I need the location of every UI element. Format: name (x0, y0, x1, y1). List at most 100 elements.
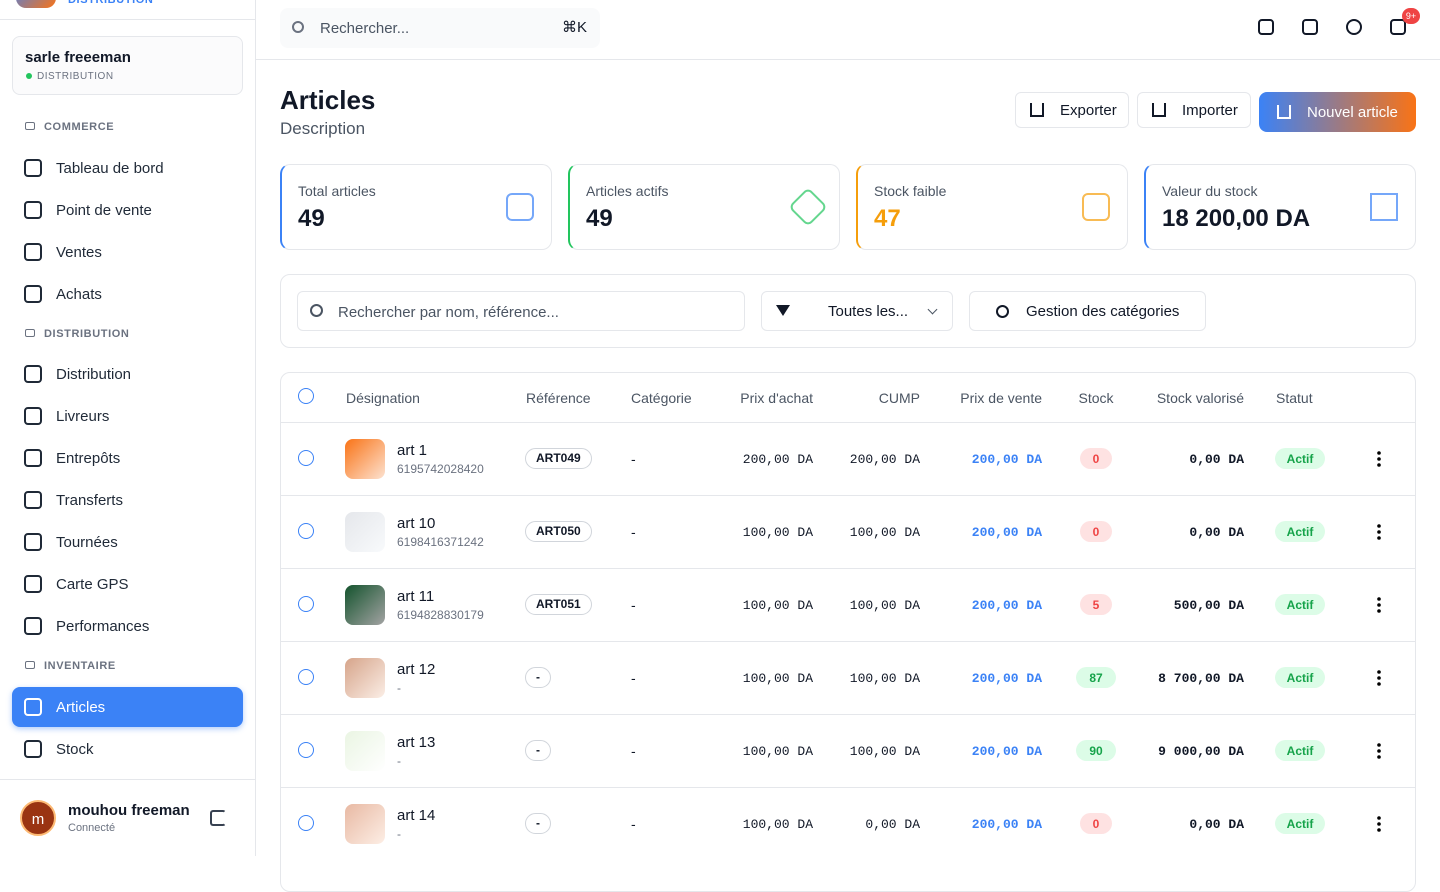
table-row: art 12 - - - 100,00 DA 100,00 DA 200,00 DA 87 8 … (281, 641, 1415, 714)
category-label: Toutes les... (828, 303, 909, 320)
divider (0, 779, 255, 780)
row-menu[interactable] (1377, 597, 1381, 613)
section-icon (25, 329, 35, 337)
page-subtitle: Description (280, 119, 366, 138)
product-thumbnail (345, 439, 385, 479)
stock-badge: 5 (1080, 594, 1112, 615)
column-header: Référence (526, 390, 591, 406)
sale-price: 200,00 DA (971, 525, 1042, 540)
org-card[interactable]: sarle freeeman DISTRIBUTION (12, 36, 243, 95)
topbar-icon[interactable] (1258, 19, 1274, 35)
nav-item[interactable]: Achats (12, 274, 243, 314)
header-button[interactable]: Exporter (1015, 92, 1129, 128)
status-badge: Actif (1275, 521, 1325, 542)
row-checkbox[interactable] (298, 450, 314, 466)
product-thumbnail (345, 804, 385, 844)
search-placeholder: Rechercher... (320, 20, 410, 37)
shortcut: ⌘K (562, 19, 588, 36)
manage-categories-button[interactable]: Gestion des catégories (969, 291, 1206, 331)
price: 0,00 DA (865, 817, 920, 832)
nav-item[interactable]: Stock (12, 729, 243, 769)
row-menu[interactable] (1377, 816, 1381, 832)
menu-dots (1377, 524, 1381, 540)
nav-item[interactable]: Distribution (12, 354, 243, 394)
section-title: INVENTAIRE (44, 660, 116, 672)
column-header: Stock (1078, 390, 1114, 406)
search-bar[interactable]: Rechercher... ⌘K (280, 8, 600, 48)
articles-table: Désignation Référence Catégorie Prix d'acha… (280, 372, 1416, 892)
menu-dots (1377, 743, 1381, 759)
org-name: sarle freeeman (25, 49, 131, 66)
filter-icon (776, 305, 790, 316)
sidebar: DISTRIBUTION sarle freeeman DISTRIBUTION CO… (0, 0, 256, 856)
category: - (631, 451, 636, 467)
sale-price: 200,00 DA (971, 671, 1042, 686)
nav-item[interactable]: Ventes (12, 232, 243, 272)
table-row: art 11 6194828830179 ART051 - 100,00 DA 100,0… (281, 568, 1415, 641)
select-chevron (927, 304, 938, 315)
row-checkbox[interactable] (298, 815, 314, 831)
stat-value: 47 (874, 205, 901, 232)
status-badge: Actif (1275, 594, 1325, 615)
stock-badge: 0 (1080, 521, 1112, 542)
stat-icon (1082, 193, 1110, 221)
price: 200,00 DA (742, 452, 813, 467)
stat-card: Valeur du stock 18 200,00 DA (1144, 164, 1416, 250)
nav-item[interactable]: Point de vente (12, 190, 243, 230)
price: 100,00 DA (849, 671, 920, 686)
stat-icon (1370, 193, 1398, 221)
topbar-icon[interactable] (1390, 19, 1406, 35)
stat-icon (506, 193, 534, 221)
logout-button[interactable] (210, 810, 226, 826)
category: - (631, 524, 636, 540)
stat-value: 18 200,00 DA (1162, 205, 1311, 232)
nav-item[interactable]: Tableau de bord (12, 148, 243, 188)
stat-value: 49 (586, 205, 613, 232)
stat-label: Total articles (298, 183, 376, 199)
header-button[interactable]: Importer (1137, 92, 1251, 128)
stock-value: 8 700,00 DA (1158, 671, 1244, 686)
topbar-icon[interactable] (1302, 19, 1318, 35)
nav-item[interactable]: Carte GPS (12, 564, 243, 604)
header-button[interactable]: Nouvel article (1259, 92, 1416, 132)
section-icon (25, 122, 35, 130)
nav-item[interactable]: Transferts (12, 480, 243, 520)
column-header: Statut (1276, 390, 1313, 406)
row-checkbox[interactable] (298, 742, 314, 758)
row-checkbox[interactable] (298, 669, 314, 685)
row-checkbox[interactable] (298, 523, 314, 539)
status-badge: Actif (1275, 448, 1325, 469)
column-header: Désignation (346, 390, 420, 406)
product-name: art 13 (397, 734, 436, 751)
row-menu[interactable] (1377, 524, 1381, 540)
row-menu[interactable] (1377, 743, 1381, 759)
topbar-icon[interactable] (1346, 19, 1362, 35)
row-menu[interactable] (1377, 451, 1381, 467)
nav-item[interactable]: Articles (12, 687, 243, 727)
product-name: art 10 (397, 515, 436, 532)
filter-search[interactable]: Rechercher par nom, référence... (297, 291, 745, 331)
row-checkbox[interactable] (298, 596, 314, 612)
user-name: mouhou freeman (68, 802, 190, 819)
product-name: art 1 (397, 442, 428, 459)
product-code: 6195742028420 (397, 462, 484, 476)
nav-item[interactable]: Livreurs (12, 396, 243, 436)
nav-item[interactable]: Performances (12, 606, 243, 646)
search-icon (310, 304, 323, 317)
product-thumbnail (345, 585, 385, 625)
product-code: 6198416371242 (397, 535, 484, 549)
price: 100,00 DA (742, 744, 813, 759)
stat-card: Articles actifs 49 (568, 164, 840, 250)
divider (0, 19, 255, 20)
select-all[interactable] (298, 388, 314, 404)
status-badge: Actif (1275, 667, 1325, 688)
row-menu[interactable] (1377, 670, 1381, 686)
nav-item[interactable]: Tournées (12, 522, 243, 562)
stock-value: 500,00 DA (1173, 598, 1244, 613)
sale-price: 200,00 DA (971, 452, 1042, 467)
nav-item[interactable]: Entrepôts (12, 438, 243, 478)
stock-badge: 0 (1080, 813, 1112, 834)
stock-badge: 0 (1080, 448, 1112, 469)
category-select[interactable]: Toutes les... (761, 291, 953, 331)
category: - (631, 743, 636, 759)
